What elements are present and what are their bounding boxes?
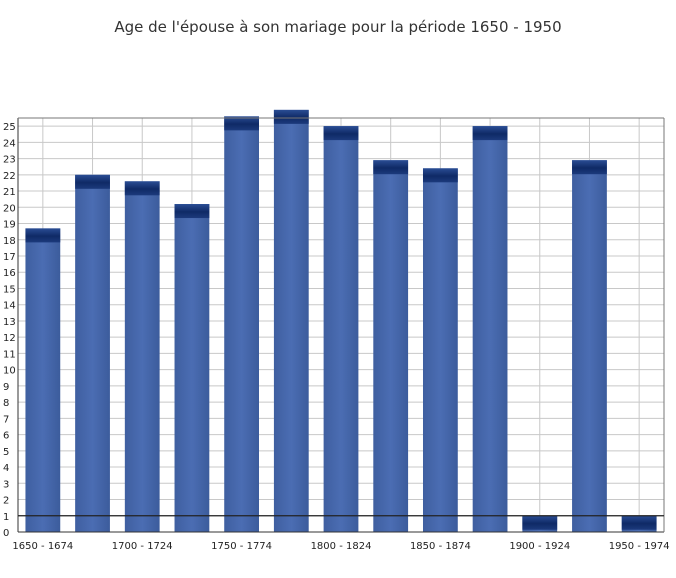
y-tick-label: 12 xyxy=(3,333,16,344)
y-tick-label: 11 xyxy=(3,349,16,360)
bar-cap xyxy=(75,174,110,189)
x-tick-label: 1950 - 1974 xyxy=(609,541,670,552)
y-tick-label: 22 xyxy=(3,171,16,182)
x-tick-label: 1900 - 1924 xyxy=(509,541,570,552)
y-tick-label: 14 xyxy=(3,301,16,312)
y-tick-label: 8 xyxy=(3,398,9,409)
bar-cap xyxy=(174,204,210,219)
y-tick-label: 5 xyxy=(3,447,9,458)
y-tick-label: 4 xyxy=(3,463,9,474)
bar xyxy=(174,204,210,532)
y-tick-label: 20 xyxy=(3,203,16,214)
y-tick-label: 16 xyxy=(3,268,16,279)
bar xyxy=(224,116,260,533)
bar-cap xyxy=(373,160,409,175)
y-tick-label: 15 xyxy=(3,284,16,295)
y-tick-label: 19 xyxy=(3,220,16,231)
x-tick-label: 1850 - 1874 xyxy=(410,541,471,552)
bar xyxy=(75,174,110,532)
y-tick-label: 6 xyxy=(3,431,9,442)
bar-cap xyxy=(621,515,657,530)
y-tick-label: 9 xyxy=(3,382,9,393)
y-tick-label: 0 xyxy=(3,528,9,539)
bar xyxy=(422,168,458,532)
y-tick-label: 24 xyxy=(3,138,16,149)
bar xyxy=(124,181,160,533)
chart-title: Age de l'épouse à son mariage pour la pé… xyxy=(114,18,562,36)
x-tick-label: 1700 - 1724 xyxy=(112,541,173,552)
bar-cap xyxy=(124,181,160,196)
bar-cap xyxy=(25,228,61,243)
bar xyxy=(373,160,409,532)
bar-cap xyxy=(422,168,458,183)
bar xyxy=(472,126,508,532)
x-tick-label: 1800 - 1824 xyxy=(311,541,372,552)
bar-cap xyxy=(522,515,558,530)
y-tick-label: 3 xyxy=(3,479,9,490)
bar-cap xyxy=(572,160,607,175)
y-tick-label: 17 xyxy=(3,252,16,263)
bar-cap xyxy=(273,109,309,124)
y-tick-label: 2 xyxy=(3,496,9,507)
bar xyxy=(323,126,359,532)
bar xyxy=(25,228,61,532)
bar-cap xyxy=(323,126,359,141)
bar xyxy=(572,160,607,532)
y-tick-label: 10 xyxy=(3,366,16,377)
y-tick-label: 18 xyxy=(3,236,16,247)
bar-cap xyxy=(224,116,260,131)
x-tick-label: 1650 - 1674 xyxy=(12,541,73,552)
y-tick-label: 7 xyxy=(3,414,9,425)
y-tick-label: 13 xyxy=(3,317,16,328)
y-tick-label: 23 xyxy=(3,155,16,166)
y-tick-label: 25 xyxy=(3,122,16,133)
y-tick-label: 21 xyxy=(3,187,16,198)
y-tick-label: 1 xyxy=(3,512,9,523)
x-tick-label: 1750 - 1774 xyxy=(211,541,272,552)
bar xyxy=(273,109,309,532)
bar-cap xyxy=(472,126,508,141)
